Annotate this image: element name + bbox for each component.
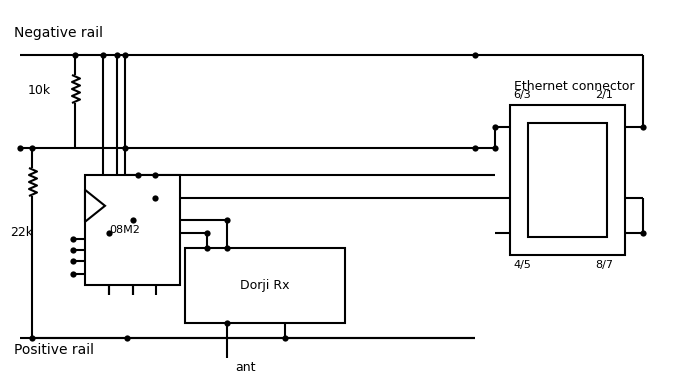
Text: 8/7: 8/7 [595,260,613,270]
Text: 6/3: 6/3 [513,90,531,100]
Text: Dorji Rx: Dorji Rx [240,279,290,292]
Bar [185,248,345,323]
Text: Positive rail: Positive rail [14,343,94,357]
Text: 22k: 22k [10,225,33,238]
Bar [510,105,625,255]
Bar [528,123,607,237]
Text: ant: ant [235,361,256,374]
Polygon shape [85,190,105,222]
Text: 10k: 10k [28,84,51,96]
Text: Ethernet connector: Ethernet connector [514,80,635,93]
Text: 4/5: 4/5 [513,260,531,270]
Bar [85,175,180,285]
Text: 08M2: 08M2 [109,225,140,235]
Text: Negative rail: Negative rail [14,26,103,40]
Text: 2/1: 2/1 [595,90,613,100]
